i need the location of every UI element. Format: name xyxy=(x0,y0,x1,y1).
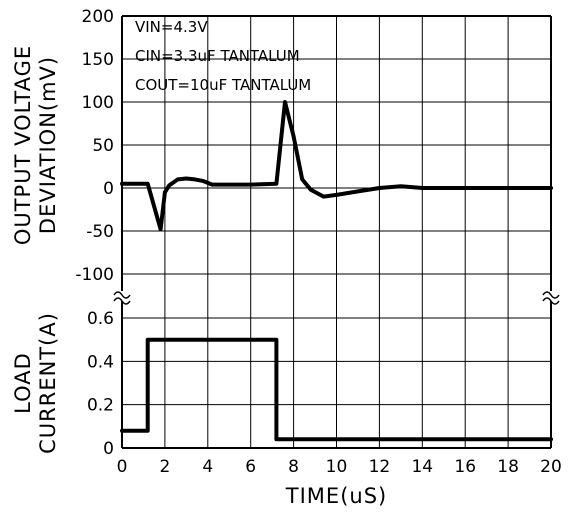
x-tick-label: 2 xyxy=(159,457,170,477)
x-tick-label: 16 xyxy=(454,457,476,477)
x-axis-title: TIME(uS) xyxy=(285,484,387,508)
top-y-tick-label: 200 xyxy=(82,7,114,27)
x-tick-label: 20 xyxy=(540,457,562,477)
x-tick-label: 10 xyxy=(326,457,348,477)
output-voltage-deviation-line xyxy=(120,100,553,232)
plot-frame xyxy=(121,15,552,449)
tick-labels: 0 2 4 6 8 10 12 14 16 18 20 -100 -50 0 50 100 150 200 0 0.2… xyxy=(75,7,561,477)
axis-break-right-upper xyxy=(542,291,560,299)
annotation-text: VIN=4.3V xyxy=(135,18,208,36)
top-y-tick-label: 100 xyxy=(82,93,114,113)
annotation-text: CIN=3.3uF TANTALUM xyxy=(135,47,300,65)
bottom-y-axis-title-line-1: LOAD xyxy=(11,352,35,414)
bottom-y-tick-label: 0.4 xyxy=(87,352,114,372)
x-tick-label: 18 xyxy=(497,457,519,477)
bottom-y-tick-label: 0.6 xyxy=(87,309,114,329)
x-tick-label: 6 xyxy=(245,457,256,477)
top-y-axis-title-line-1: OUTPUT VOLTAGE xyxy=(11,45,35,245)
annotation-text: COUT=10uF TANTALUM xyxy=(135,76,311,94)
top-y-tick-label: -100 xyxy=(75,265,114,285)
axis-break-marks xyxy=(113,291,560,305)
bottom-y-tick-label: 0.2 xyxy=(87,396,114,416)
x-tick-label: 0 xyxy=(117,457,128,477)
top-y-tick-label: 50 xyxy=(92,136,114,156)
axis-titles: TIME(uS)OUTPUT VOLTAGE DEVIATION(mV)LOAD C… xyxy=(11,45,387,508)
top-y-tick-label: 150 xyxy=(82,50,114,70)
x-tick-label: 4 xyxy=(202,457,213,477)
x-tick-label: 12 xyxy=(369,457,391,477)
x-tick-label: 8 xyxy=(288,457,299,477)
top-y-axis-title-line-2: DEVIATION(mV) xyxy=(36,56,60,234)
load-current-line xyxy=(120,337,553,442)
series-layer xyxy=(120,100,553,442)
bottom-y-axis-title-line-2: CURRENT(A) xyxy=(36,312,60,454)
axis-break-right-lower xyxy=(542,297,560,305)
annotations: VIN=4.3V CIN=3.3uF TANTALUM COUT=10uF TANT… xyxy=(135,18,311,94)
axis-break-left-lower xyxy=(113,297,131,305)
top-y-tick-label: 0 xyxy=(103,179,114,199)
axis-break-left-upper xyxy=(113,291,131,299)
top-y-tick-label: -50 xyxy=(86,222,114,242)
bottom-y-tick-label: 0 xyxy=(103,439,114,459)
x-tick-label: 14 xyxy=(411,457,433,477)
